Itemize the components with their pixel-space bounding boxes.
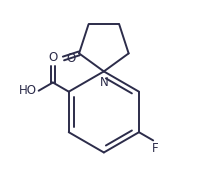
Text: O: O [48,51,58,64]
Text: N: N [100,76,108,89]
Text: HO: HO [19,84,37,97]
Text: O: O [66,52,75,65]
Text: F: F [151,142,158,155]
